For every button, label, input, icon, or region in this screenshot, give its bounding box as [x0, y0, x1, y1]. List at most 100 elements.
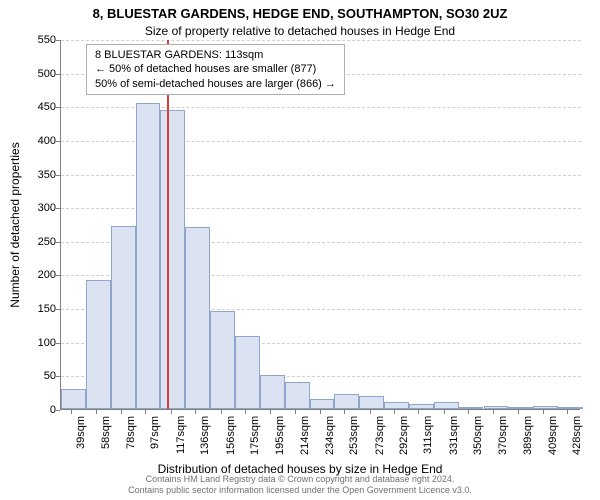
xtick-mark	[71, 410, 72, 414]
xtick-mark	[418, 410, 419, 414]
xtick-mark	[320, 410, 321, 414]
xtick-label: 409sqm	[547, 416, 559, 455]
xtick-label: 389sqm	[522, 416, 534, 455]
ytick-mark	[56, 107, 60, 108]
ytick-mark	[56, 410, 60, 411]
xtick-mark	[245, 410, 246, 414]
xtick-mark	[145, 410, 146, 414]
xtick-mark	[195, 410, 196, 414]
annotation-box: 8 BLUESTAR GARDENS: 113sqm ← 50% of deta…	[86, 44, 345, 95]
histogram-bar	[558, 407, 583, 409]
xtick-label: 350sqm	[472, 416, 484, 455]
ytick-label: 300	[16, 202, 56, 214]
xtick-mark	[394, 410, 395, 414]
histogram-bar	[310, 399, 335, 409]
histogram-bar	[334, 394, 359, 409]
xtick-mark	[543, 410, 544, 414]
histogram-bar	[260, 375, 285, 409]
xtick-label: 78sqm	[125, 416, 137, 449]
xtick-mark	[493, 410, 494, 414]
histogram-bar	[61, 389, 86, 409]
xtick-mark	[567, 410, 568, 414]
ytick-mark	[56, 242, 60, 243]
xtick-mark	[171, 410, 172, 414]
xtick-label: 428sqm	[571, 416, 583, 455]
xtick-label: 195sqm	[274, 416, 286, 455]
histogram-bar	[409, 404, 434, 409]
ytick-label: 150	[16, 303, 56, 315]
ytick-mark	[56, 40, 60, 41]
histogram-bar	[235, 336, 260, 409]
xtick-label: 97sqm	[149, 416, 161, 449]
xtick-mark	[518, 410, 519, 414]
footer-line-1: Contains HM Land Registry data © Crown c…	[0, 474, 600, 485]
ytick-label: 450	[16, 101, 56, 113]
ytick-label: 550	[16, 34, 56, 46]
xtick-mark	[370, 410, 371, 414]
histogram-bar	[484, 406, 509, 409]
histogram-bar	[111, 226, 136, 409]
xtick-label: 234sqm	[324, 416, 336, 455]
histogram-bar	[210, 311, 235, 409]
xtick-label: 156sqm	[225, 416, 237, 455]
histogram-bar	[359, 396, 384, 409]
annotation-line-2: ← 50% of detached houses are smaller (87…	[95, 62, 336, 76]
ytick-mark	[56, 208, 60, 209]
ytick-mark	[56, 275, 60, 276]
ytick-label: 0	[16, 404, 56, 416]
xtick-mark	[96, 410, 97, 414]
ytick-mark	[56, 74, 60, 75]
ytick-mark	[56, 141, 60, 142]
xtick-mark	[444, 410, 445, 414]
histogram-bar	[459, 407, 484, 409]
histogram-bar	[160, 110, 185, 409]
xtick-mark	[221, 410, 222, 414]
ytick-label: 400	[16, 135, 56, 147]
xtick-mark	[344, 410, 345, 414]
histogram-bar	[533, 406, 558, 409]
y-axis-label: Number of detached properties	[8, 142, 22, 307]
xtick-label: 136sqm	[199, 416, 211, 455]
xtick-label: 292sqm	[398, 416, 410, 455]
histogram-bar	[86, 280, 111, 409]
footer-line-2: Contains public sector information licen…	[0, 485, 600, 496]
xtick-label: 273sqm	[374, 416, 386, 455]
ytick-label: 200	[16, 269, 56, 281]
xtick-mark	[468, 410, 469, 414]
ytick-mark	[56, 309, 60, 310]
ytick-label: 350	[16, 169, 56, 181]
ytick-label: 50	[16, 370, 56, 382]
gridline	[61, 40, 581, 41]
xtick-label: 39sqm	[75, 416, 87, 449]
histogram-bar	[185, 227, 210, 409]
histogram-bar	[434, 402, 459, 409]
xtick-label: 117sqm	[175, 416, 187, 454]
xtick-label: 311sqm	[422, 416, 434, 454]
plot-area	[60, 40, 580, 410]
histogram-bar	[508, 407, 533, 409]
ytick-mark	[56, 343, 60, 344]
histogram-bar	[285, 382, 310, 409]
marker-line	[167, 40, 169, 409]
annotation-line-1: 8 BLUESTAR GARDENS: 113sqm	[95, 48, 336, 62]
histogram-bar	[136, 103, 161, 409]
xtick-label: 175sqm	[249, 416, 261, 455]
xtick-mark	[121, 410, 122, 414]
xtick-label: 331sqm	[448, 416, 460, 455]
ytick-label: 100	[16, 337, 56, 349]
xtick-label: 370sqm	[497, 416, 509, 455]
chart-subtitle: Size of property relative to detached ho…	[0, 24, 600, 38]
chart-footer: Contains HM Land Registry data © Crown c…	[0, 474, 600, 496]
chart-title: 8, BLUESTAR GARDENS, HEDGE END, SOUTHAMP…	[0, 6, 600, 21]
xtick-label: 214sqm	[299, 416, 311, 455]
ytick-label: 250	[16, 236, 56, 248]
xtick-label: 58sqm	[100, 416, 112, 449]
annotation-line-3: 50% of semi-detached houses are larger (…	[95, 77, 336, 91]
histogram-bar	[384, 402, 409, 409]
ytick-mark	[56, 175, 60, 176]
property-size-chart: 8, BLUESTAR GARDENS, HEDGE END, SOUTHAMP…	[0, 0, 600, 500]
xtick-label: 253sqm	[348, 416, 360, 455]
xtick-mark	[270, 410, 271, 414]
xtick-mark	[295, 410, 296, 414]
ytick-mark	[56, 376, 60, 377]
